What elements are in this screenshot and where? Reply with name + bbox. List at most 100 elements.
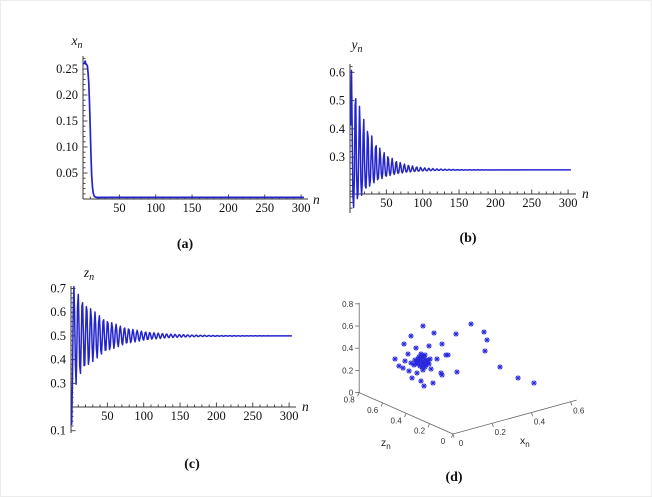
scatter-point-asterisk	[419, 354, 425, 360]
scatter-point-asterisk	[401, 341, 407, 347]
z-tick-label-3d: 0.8	[344, 396, 356, 405]
scatter-point-asterisk	[414, 358, 420, 364]
scatter-point-asterisk	[428, 366, 434, 372]
x-tick-label: 150	[450, 196, 469, 210]
subplot-a-curve	[82, 60, 305, 199]
subplot-b-x-axis-label: n	[582, 186, 589, 201]
y-tick-label: 0.25	[56, 62, 78, 76]
scatter-point-asterisk	[430, 380, 436, 386]
z-axis-3d	[357, 391, 454, 435]
scatter-point-asterisk	[454, 369, 460, 375]
subplot-c-curve	[70, 285, 293, 425]
x-tick-label: 300	[559, 196, 578, 210]
subplot-b-y-axis-label: yn	[350, 37, 363, 55]
scatter-point-asterisk	[438, 370, 444, 376]
subplot-a-caption: (a)	[177, 237, 194, 252]
scatter-point-asterisk	[497, 364, 503, 370]
z-tick-3d	[427, 423, 430, 428]
scatter-point-asterisk	[408, 360, 414, 366]
subplot-d-scatter	[392, 321, 537, 389]
y-tick-label: 0.3	[329, 150, 345, 164]
scatter-point-asterisk	[481, 329, 487, 335]
scatter-point-asterisk	[443, 352, 449, 358]
x-tick-label: 100	[146, 201, 165, 215]
vertical-tick-label-3d: 0.6	[342, 322, 354, 331]
scatter-point-asterisk	[427, 356, 433, 362]
scatter-point-asterisk	[400, 365, 406, 371]
subplot-c-caption: (c)	[184, 457, 200, 472]
scatter-point-asterisk	[421, 383, 427, 389]
scatter-point-asterisk	[413, 345, 419, 351]
scatter-point-asterisk	[431, 330, 437, 336]
z-tick-label-3d: 0.4	[391, 416, 403, 425]
scatter-point-asterisk	[515, 375, 521, 381]
scatter-point-asterisk	[468, 321, 474, 327]
x-tick-label: 200	[207, 409, 226, 423]
scatter-point-asterisk	[434, 356, 440, 362]
x-tick-label: 100	[134, 409, 153, 423]
subplot-b: 50 100 150 200 250 300 0.3 0.4 0.5 0.6 yn n (b)	[329, 37, 589, 246]
scatter-point-asterisk	[405, 351, 411, 357]
x-tick-label-3d: 0	[459, 439, 464, 448]
scatter-point-asterisk	[402, 358, 408, 364]
x-tick-label: 150	[183, 201, 202, 215]
x-tick-label: 200	[486, 196, 505, 210]
scatter-point-asterisk	[426, 361, 432, 367]
scatter-point-asterisk	[439, 341, 445, 347]
scatter-point-asterisk	[418, 378, 424, 384]
subplot-a-x-axis-label: n	[313, 192, 320, 207]
scatter-point-asterisk	[482, 348, 488, 354]
y-tick-label: 0.1	[50, 424, 66, 438]
vertical-tick-label-3d: 0.8	[342, 300, 354, 309]
y-tick-label: 0.6	[329, 65, 345, 79]
scatter-point-asterisk	[406, 368, 412, 374]
subplot-c-x-axis-label: n	[302, 399, 309, 414]
y-tick-label: 0.3	[50, 376, 66, 390]
y-tick-label: 0.7	[50, 282, 66, 296]
y-tick-label: 0.05	[56, 166, 78, 180]
x-tick-label: 100	[413, 196, 432, 210]
z-tick-label-3d: 0	[441, 437, 446, 446]
subplot-b-axes: 50 100 150 200 250 300 0.3 0.4 0.5 0.6	[329, 64, 577, 213]
x-tick-3d	[531, 412, 533, 417]
scatter-point-asterisk	[411, 362, 417, 368]
scatter-point-asterisk	[409, 375, 415, 381]
subplot-b-caption: (b)	[459, 231, 476, 246]
vertical-tick-label-3d: 0	[349, 389, 354, 398]
scatter-point-asterisk	[392, 356, 398, 362]
subplot-a: 50 100 150 200 250 300 0.05 0.10 0.15 0.20 0.25 xn…	[56, 33, 320, 252]
y-tick-label: 0.15	[56, 114, 78, 128]
scatter-point-asterisk	[423, 362, 429, 368]
x-tick-3d	[452, 433, 455, 438]
x-tick-3d	[491, 423, 494, 428]
scatter-point-asterisk	[416, 354, 422, 360]
x-tick-label: 300	[280, 409, 299, 423]
y-tick-label: 0.5	[50, 329, 66, 343]
x-tick-label: 250	[522, 196, 541, 210]
scatter-point-asterisk	[412, 357, 418, 363]
z-tick-label-3d: 0.6	[367, 406, 379, 415]
subplot-c: 50 100 150 200 250 300 0.1 0.3 0.4 0.5 0.6 0.7 zn n…	[50, 265, 309, 472]
x-tick-label-3d: 0.4	[534, 417, 546, 426]
z-tick-3d	[380, 402, 384, 407]
y-tick-label: 0.6	[50, 305, 66, 319]
x-tick-label: 50	[380, 196, 393, 210]
scatter-point-asterisk	[424, 360, 430, 366]
subplot-c-axes: 50 100 150 200 250 300 0.1 0.3 0.4 0.5 0.6 0.7	[50, 282, 298, 438]
x-tick-label: 200	[219, 201, 238, 215]
scatter-point-asterisk	[414, 370, 420, 376]
subplot-d-right-axis-label: xn	[520, 435, 530, 449]
z-tick-3d	[451, 433, 454, 438]
y-tick-label: 0.4	[50, 353, 66, 367]
scatter-point-asterisk	[421, 355, 427, 361]
y-tick-label: 0.20	[56, 88, 78, 102]
vertical-tick-label-3d: 0.2	[342, 366, 354, 375]
subplot-b-curve	[349, 69, 572, 209]
x-tick-label: 50	[101, 409, 114, 423]
x-tick-label-3d: 0.2	[495, 428, 507, 437]
scatter-point-asterisk	[418, 351, 424, 357]
vertical-tick-label-3d: 0.4	[342, 344, 354, 353]
scatter-point-asterisk	[453, 331, 459, 337]
z-tick-label-3d: 0.2	[414, 427, 426, 436]
